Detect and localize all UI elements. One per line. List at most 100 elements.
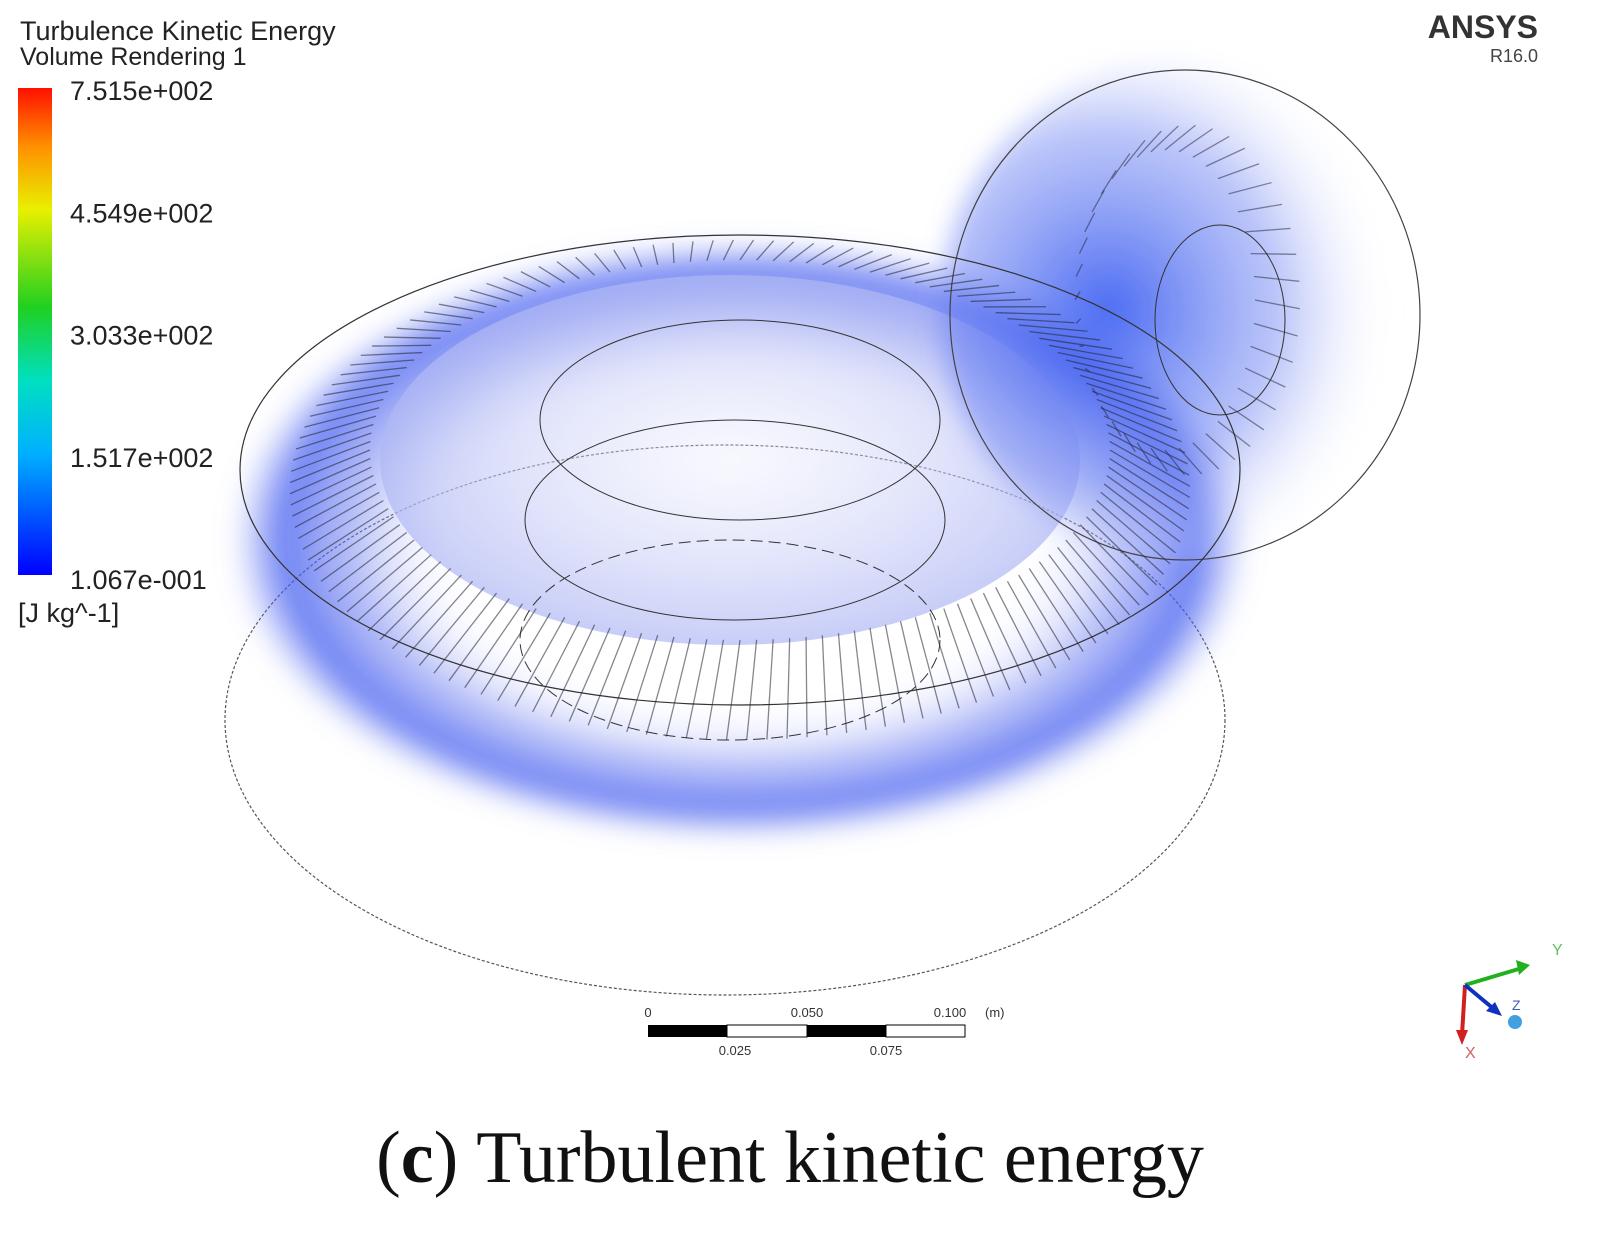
gear-tooth [1103, 415, 1186, 454]
gear-tooth [1109, 440, 1191, 487]
gear-tooth [822, 247, 854, 266]
pinion-tooth [1253, 275, 1300, 282]
pinion-tooth [1192, 442, 1220, 470]
gear-tooth [469, 289, 510, 303]
pinion-tooth [1084, 367, 1090, 373]
gear-tooth [1080, 374, 1160, 400]
gear-tooth [838, 250, 873, 268]
gear-tooth [1106, 423, 1188, 465]
axis-x: X [1465, 1045, 1476, 1062]
gear-tooth [1065, 359, 1143, 379]
gear-tooth [367, 561, 442, 632]
gear-tooth [1108, 432, 1190, 476]
gear-tooth [424, 311, 473, 320]
gear-tooth [869, 258, 911, 273]
pinion-tooth [1150, 125, 1179, 153]
gear-tooth [289, 449, 371, 484]
gear-tooth [503, 276, 537, 293]
pinion-tooth [1205, 433, 1236, 461]
gear-tooth [556, 261, 580, 280]
gear-tooth [672, 242, 675, 264]
caption-close: ) [434, 1117, 459, 1199]
gear-tooth [970, 298, 1032, 303]
gear-tooth [786, 638, 791, 739]
pinion-tooth [1136, 442, 1152, 464]
axis-z: Z [1512, 997, 1521, 1013]
gear-tooth [568, 627, 611, 722]
gear-tooth [405, 580, 474, 658]
pinion-tooth [1164, 449, 1186, 476]
caption-text: Turbulent kinetic energy [476, 1117, 1204, 1199]
pinion-tooth [1074, 290, 1081, 301]
gear-tooth [1100, 491, 1176, 554]
gear-tooth [756, 240, 775, 261]
gear-tooth [995, 312, 1061, 316]
gear-tooth [632, 246, 643, 268]
gear-tooth [295, 423, 374, 450]
gear-tooth [1048, 554, 1109, 635]
gear-tooth [900, 267, 948, 280]
caption-open: ( [376, 1117, 401, 1199]
gear-tooth [645, 636, 675, 735]
pinion-tooth [1228, 405, 1265, 431]
gear-tooth [302, 499, 384, 550]
pinion-tooth [1123, 139, 1146, 167]
gear-tooth [665, 638, 691, 737]
gear-tooth [320, 524, 401, 582]
gear-tooth [899, 621, 924, 719]
gear-tooth [1039, 337, 1112, 350]
gear-tooth [772, 241, 795, 262]
scale-bar [648, 1024, 966, 1038]
scale-label: 0.025 [719, 1043, 752, 1058]
gear-tooth [396, 327, 451, 333]
pinion-tooth [1150, 447, 1168, 472]
gear-tooth [1057, 547, 1120, 626]
gear-tooth [853, 630, 867, 731]
gear-tooth [538, 265, 566, 284]
gear-tooth [323, 382, 394, 396]
gear-tooth [652, 244, 659, 265]
color-bar [18, 88, 52, 575]
gear-tooth [289, 457, 371, 495]
gear-tooth [486, 282, 523, 297]
legend-tick-label: 1.067e-001 [70, 565, 207, 595]
gear-tooth [725, 639, 741, 740]
gear-tooth [292, 474, 374, 517]
gear-tooth [433, 592, 498, 674]
legend-tick-label: 1.517e+002 [70, 443, 213, 473]
gear-tooth [331, 374, 400, 386]
gear-tooth [1072, 532, 1140, 606]
gear-tooth [1109, 449, 1191, 499]
gear-tooth [805, 244, 834, 264]
pinion-tooth [1100, 405, 1109, 418]
gear-tooth [454, 296, 497, 308]
pinion-tooth [1075, 263, 1083, 277]
gear-tooth [1100, 407, 1182, 443]
pinion-tooth [1091, 189, 1105, 213]
gear-tooth [970, 598, 1011, 691]
gear-tooth [575, 256, 596, 276]
gear-tooth [372, 344, 432, 347]
legend-title: Turbulence Kinetic Energy [20, 16, 336, 46]
gear-tooth [943, 608, 978, 703]
gear-tooth [1108, 466, 1188, 521]
gear-tooth [1029, 330, 1101, 341]
gear-tooth [379, 568, 452, 641]
axis-triad [1456, 960, 1530, 1045]
gear-tooth [626, 635, 659, 733]
gear-tooth [1096, 500, 1171, 565]
gear-tooth [290, 466, 372, 506]
pinion-tooth [1178, 447, 1203, 475]
gear-tooth [689, 241, 694, 262]
render [224, 60, 1421, 996]
gear-tooth [885, 262, 930, 276]
gear-tooth [360, 351, 423, 357]
gear-tooth [705, 639, 725, 740]
gear-tooth [391, 574, 462, 650]
pinion-tooth [1111, 421, 1122, 437]
gear-tooth [739, 239, 755, 261]
gear-tooth [293, 432, 372, 461]
scale-label: 0.050 [791, 1005, 824, 1020]
